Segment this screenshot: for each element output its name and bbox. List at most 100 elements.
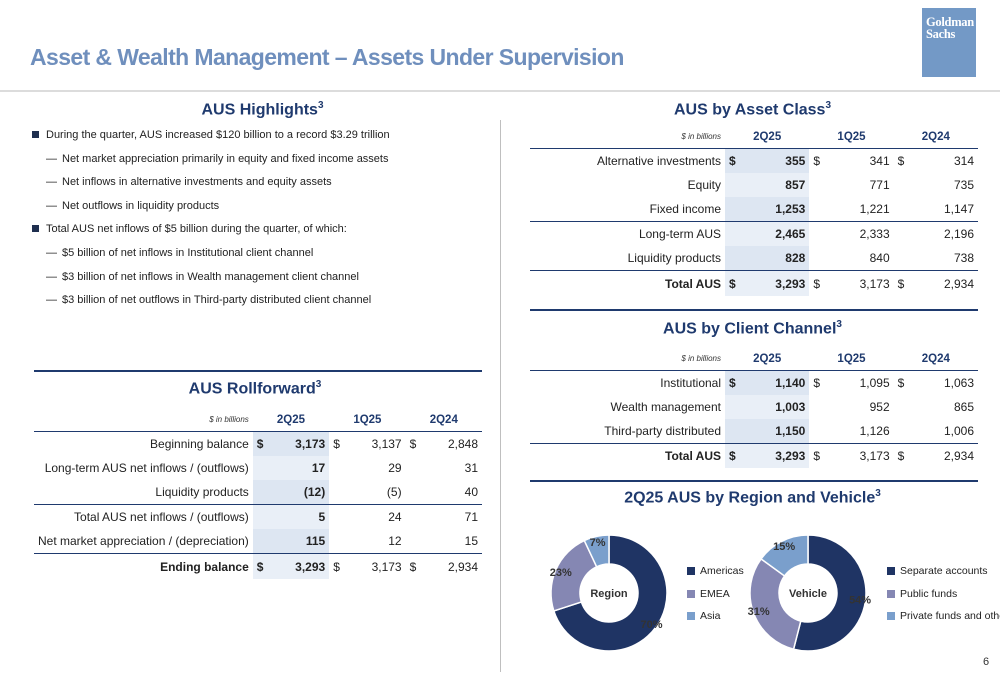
table-header-row: $ in billions 2Q25 1Q25 2Q24 (530, 348, 978, 371)
slice-percent-label: 15% (773, 541, 795, 553)
legend-label: Asia (700, 610, 721, 622)
slice-percent-label: 31% (748, 606, 770, 618)
donut-slice (760, 534, 809, 578)
table-row: Fixed income 1,253 1,221 1,147 (530, 197, 978, 222)
highlight-item: Net market appreciation primarily in equ… (32, 152, 492, 176)
currency-cell (894, 246, 909, 271)
asset-class-title-text: AUS by Asset Class (673, 101, 826, 119)
currency-cell (252, 455, 268, 481)
rollforward-table: $ in billions 2Q25 1Q25 2Q24 Beginning balan… (34, 409, 482, 579)
value-cell: 1,147 (943, 202, 974, 217)
currency-cell: $ (725, 270, 740, 296)
highlight-item: Net inflows in alternative investments a… (32, 175, 492, 199)
legend-item: Private funds and other (887, 609, 1000, 632)
currency-cell (725, 419, 740, 444)
legend-label: Public funds (900, 587, 958, 600)
page-number: 6 (983, 656, 990, 668)
currency-cell (809, 246, 824, 271)
row-label: Alternative investments (596, 153, 721, 168)
currency-cell (406, 529, 421, 554)
value-cell: 865 (953, 399, 974, 414)
table-row: Net market appreciation / (depreciation)… (34, 529, 482, 554)
value-cell: 1,150 (739, 419, 810, 444)
currency-cell (329, 456, 344, 481)
table-row: Third-party distributed 1,150 1,126 1,006 (530, 419, 978, 444)
asset-class-title-sup: 3 (825, 100, 832, 111)
page-title: Asset & Wealth Management – Assets Under… (30, 44, 624, 70)
currency-cell (809, 221, 825, 247)
highlight-item: $3 billion of net outflows in Third-part… (32, 293, 492, 317)
table-row: Wealth management 1,003 952 865 (530, 394, 978, 420)
value-cell: 840 (869, 251, 890, 266)
client-channel-table: $ in billions 2Q25 1Q25 2Q24 Institutional $1… (530, 348, 978, 469)
currency-cell: $ (252, 431, 268, 456)
row-label: Long-term AUS net inflows / (outflows) (44, 460, 249, 475)
value-cell: 1,063 (943, 375, 974, 390)
region-vehicle-title-text: 2Q25 AUS by Region and Vehicle (624, 489, 876, 507)
table-row: Ending balance $3,293 $3,173 $2,934 (34, 553, 482, 579)
value-cell: 40 (464, 485, 478, 500)
table-row: Liquidity products 828 840 738 (530, 246, 978, 271)
legend-swatch (887, 567, 895, 575)
table-row: Equity 857 771 735 (530, 172, 978, 198)
currency-cell (809, 395, 824, 420)
value-cell: 2,934 (908, 270, 978, 296)
currency-cell: $ (897, 153, 905, 168)
slice-percent-label: 23% (550, 567, 572, 579)
value-cell: 29 (388, 460, 402, 475)
row-label: Fixed income (649, 202, 721, 217)
value-cell: 738 (953, 251, 974, 266)
table-row: Total AUS net inflows / (outflows) 5 24 71 (34, 504, 482, 530)
legend-swatch (687, 589, 695, 598)
table-header-row: $ in billions 2Q25 1Q25 2Q24 (530, 126, 978, 149)
value-cell: 1,126 (859, 424, 890, 439)
value-cell: 2,848 (447, 436, 478, 451)
currency-cell (252, 480, 268, 505)
asset-class-title: AUS by Asset Class3 (530, 100, 975, 119)
value-cell: 857 (739, 172, 810, 198)
column-header: 2Q25 (252, 409, 330, 432)
legend-item: Asia (687, 609, 744, 632)
donut-slice (749, 557, 802, 651)
value-cell: 5 (267, 504, 330, 530)
currency-cell (725, 246, 740, 271)
row-label: Institutional (660, 375, 721, 390)
logo-line-2: Sachs (926, 27, 956, 41)
client-channel-title-text: AUS by Client Channel (663, 320, 837, 338)
region-vehicle-title-sup: 3 (875, 488, 881, 499)
currency-cell: $ (813, 375, 821, 390)
value-cell: 2,333 (824, 221, 894, 247)
currency-cell (406, 456, 421, 481)
value-cell: 2,196 (908, 221, 978, 247)
value-cell: 1,006 (943, 424, 974, 439)
column-header: 2Q25 (725, 348, 810, 371)
table-row: Institutional $1,140 $1,095 $1,063 (530, 370, 978, 395)
currency-cell: $ (809, 443, 825, 469)
donut-center-label: Vehicle (789, 588, 827, 600)
value-cell: 3,173 (343, 553, 406, 579)
row-label: Liquidity products (155, 485, 249, 500)
slice-percent-label: 54% (849, 595, 871, 607)
value-cell: 3,293 (739, 443, 810, 469)
logo-line-1: Goldman (926, 15, 974, 29)
highlight-item: $5 billion of net inflows in Institution… (32, 246, 492, 270)
value-cell: 952 (869, 399, 890, 414)
legend-item: Separate accounts (887, 564, 1000, 587)
row-label: Total AUS net inflows / (outflows) (34, 504, 253, 530)
currency-cell (725, 172, 740, 198)
legend-label: Separate accounts (900, 565, 988, 577)
currency-cell (894, 395, 909, 420)
table-row: Alternative investments $355 $341 $314 (530, 148, 978, 173)
value-cell: 2,934 (420, 553, 482, 579)
currency-cell (329, 480, 344, 505)
column-header: 2Q24 (893, 126, 978, 149)
table-units: $ in billions (34, 409, 253, 432)
value-cell: 115 (267, 529, 330, 554)
donut-slice (792, 534, 867, 652)
legend-label: Private funds and other (900, 610, 1000, 622)
vehicle-legend: Separate accounts Public funds Private fun… (887, 564, 1000, 632)
value-cell: (5) (386, 485, 402, 500)
client-channel-title-sup: 3 (836, 319, 842, 330)
highlight-item: $3 billion of net inflows in Wealth mana… (32, 270, 492, 294)
vertical-divider (500, 120, 501, 672)
